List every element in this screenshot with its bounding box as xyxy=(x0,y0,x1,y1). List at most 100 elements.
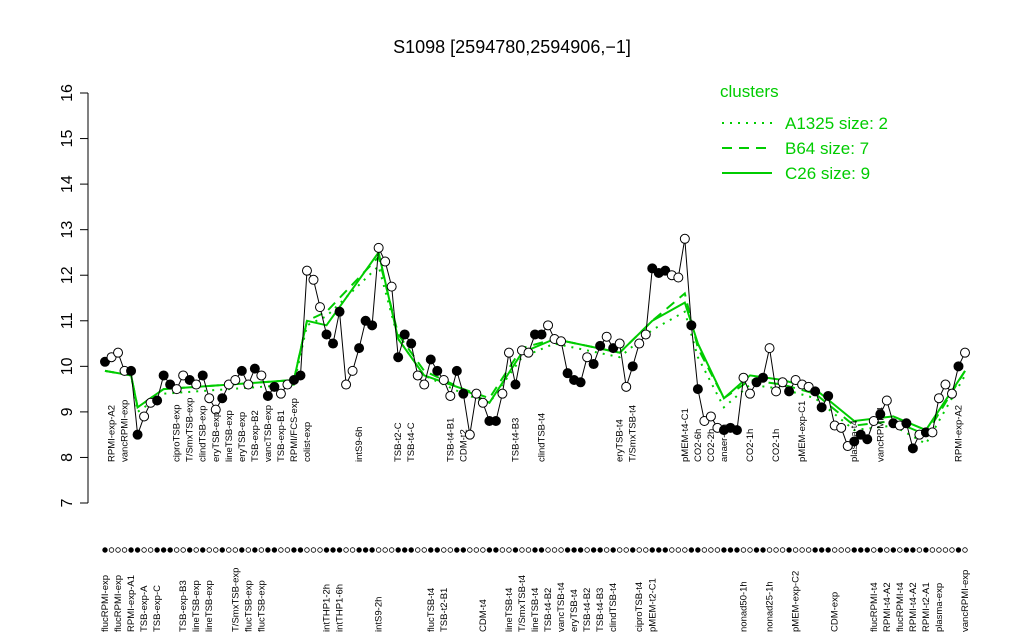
sample-dot xyxy=(121,547,128,553)
data-point xyxy=(933,393,944,404)
data-point xyxy=(249,363,260,374)
legend-title: clusters xyxy=(720,82,779,101)
data-point xyxy=(152,395,163,406)
sample-dot xyxy=(786,547,792,553)
sample-dot xyxy=(291,547,297,553)
data-point xyxy=(171,384,182,395)
x-tick-label: pMEM-exp-C2 xyxy=(791,571,802,632)
sample-dot xyxy=(740,547,747,553)
y-tick-label: 8 xyxy=(59,453,76,462)
x-tick-label: flucTSB-exp xyxy=(256,580,267,632)
sample-dot xyxy=(330,547,336,553)
sample-dot xyxy=(317,547,323,553)
data-point xyxy=(412,370,423,381)
data-point xyxy=(692,384,703,395)
data-point xyxy=(406,338,417,349)
data-point xyxy=(295,370,306,381)
x-tick-label: eryTSB-exp xyxy=(211,412,222,462)
data-point xyxy=(262,390,273,401)
data-point xyxy=(777,377,788,388)
x-tick-label: lineTSB-exp xyxy=(191,580,202,632)
sample-dot xyxy=(108,547,115,553)
sample-dot xyxy=(747,547,753,553)
x-tick-label: pMEM-exp-C1 xyxy=(797,401,808,462)
y-tick-label: 13 xyxy=(59,221,76,239)
data-point xyxy=(373,242,384,253)
data-point xyxy=(341,379,352,390)
x-tick-label: TSB-exp-B1 xyxy=(276,410,287,462)
data-point xyxy=(907,443,918,454)
x-tick-label: lineTSB-t4 xyxy=(504,588,515,632)
sample-dot xyxy=(799,547,805,553)
sample-dot xyxy=(467,547,473,553)
sample-dot xyxy=(519,547,525,553)
x-tick-label: CO2-6h xyxy=(693,429,704,462)
y-tick-label: 16 xyxy=(59,84,76,102)
data-point xyxy=(731,425,742,436)
sample-dot xyxy=(936,547,942,553)
y-tick-label: 14 xyxy=(59,175,76,193)
sample-dot xyxy=(232,547,239,553)
x-tick-label: TSB-t4-C xyxy=(406,422,417,462)
sample-dot xyxy=(226,547,232,553)
sample-dot xyxy=(193,547,199,553)
data-point xyxy=(556,336,567,347)
data-point xyxy=(321,329,332,340)
data-point xyxy=(471,388,482,399)
data-point xyxy=(308,274,319,285)
x-tick-label: vancRPMI-exp xyxy=(960,570,971,632)
data-point xyxy=(158,370,169,381)
sample-dot xyxy=(695,547,701,553)
data-point xyxy=(347,365,358,376)
data-point xyxy=(328,338,339,349)
x-tick-label: lineTSB-exp xyxy=(204,580,215,632)
sample-dot xyxy=(812,547,818,553)
sample-dot xyxy=(903,547,910,553)
data-point xyxy=(445,390,456,401)
x-tick-label: eryTSB-t4 xyxy=(615,419,626,462)
sample-dot xyxy=(200,547,206,553)
sample-dot xyxy=(656,547,662,553)
data-point xyxy=(367,320,378,331)
data-point xyxy=(197,370,208,381)
sample-dot xyxy=(493,547,499,553)
x-tick-label: pMEM-t2-C1 xyxy=(647,578,658,632)
x-tick-label: CDM-t4 xyxy=(478,599,489,632)
sample-dot xyxy=(721,547,727,553)
data-point xyxy=(432,365,443,376)
sample-dot xyxy=(662,547,669,553)
data-point xyxy=(425,354,436,365)
data-point xyxy=(386,281,397,292)
data-point xyxy=(875,409,886,420)
data-point xyxy=(562,368,573,379)
sample-dot xyxy=(525,547,532,553)
sample-dot xyxy=(923,547,929,553)
sample-dot xyxy=(949,547,955,553)
sample-dot xyxy=(213,547,219,553)
data-point xyxy=(543,320,554,331)
sample-dot xyxy=(838,547,844,553)
data-point xyxy=(334,306,345,317)
y-tick-label: 10 xyxy=(59,357,76,375)
x-tick-label: TSB-t4-B1 xyxy=(445,418,456,462)
x-tick-label: RPMI/FCS-exp xyxy=(289,398,300,462)
x-tick-label: pMEM-t4-C1 xyxy=(680,408,691,462)
sample-dot xyxy=(766,547,773,553)
data-point xyxy=(960,347,970,358)
sample-dot xyxy=(597,547,603,553)
sample-dot xyxy=(382,547,388,553)
x-tick-label: intTHP1-2h xyxy=(322,584,333,632)
x-tick-label: CDM-t2 xyxy=(458,429,469,462)
x-tick-label: RPMI-t4-A2 xyxy=(908,582,919,632)
x-tick-label: T/SmxTSB-exp xyxy=(230,568,241,632)
sample-dot xyxy=(682,547,688,553)
sample-dot xyxy=(115,547,121,553)
sample-dot xyxy=(369,547,375,553)
x-tick-label: intS9-2h xyxy=(374,597,385,632)
x-tick-label: clindTSB-exp xyxy=(198,406,209,463)
sample-dot xyxy=(408,547,414,553)
sample-dot xyxy=(929,547,936,553)
data-point xyxy=(236,365,247,376)
data-point xyxy=(758,372,769,383)
legend-label: B64 size: 7 xyxy=(785,139,869,158)
